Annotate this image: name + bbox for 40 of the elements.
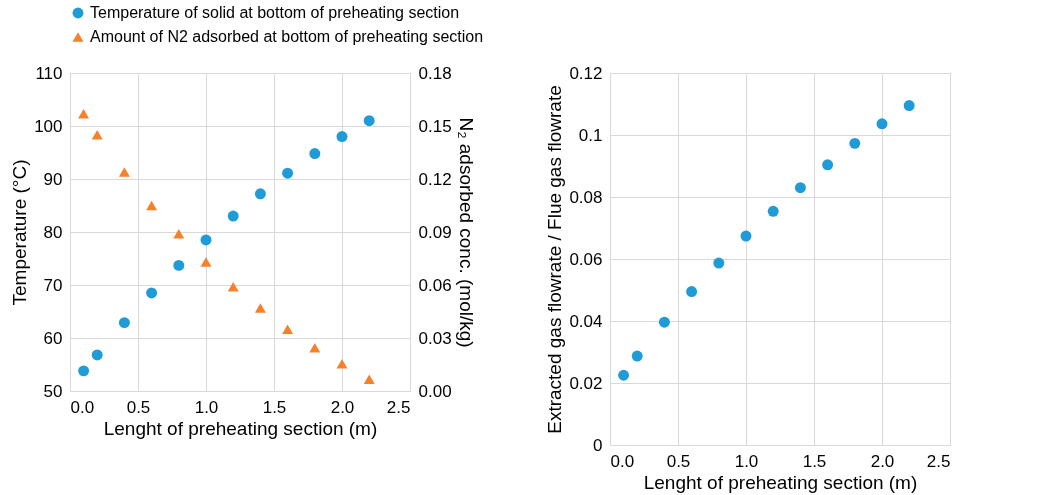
- x-tick-label: 2.5: [926, 451, 951, 471]
- y-tick-label: 100: [34, 116, 63, 136]
- y2-tick-label: 0.06: [418, 275, 452, 295]
- y2-tick-label: 0.03: [418, 328, 452, 348]
- x-tick-label: 2.0: [330, 397, 355, 417]
- y-axis-title: Temperature (°C): [9, 159, 31, 306]
- x-tick-label: 0.5: [666, 451, 691, 471]
- y-tick-label: 70: [43, 275, 63, 295]
- x-tick-label: 0.5: [126, 397, 151, 417]
- y-tick-label: 0: [593, 435, 603, 455]
- y-tick-label: 110: [35, 63, 63, 83]
- x-axis-title: Lenght of preheating section (m): [643, 471, 918, 493]
- y2-tick-label: 0.09: [418, 222, 452, 242]
- y-tick-label: 60: [43, 328, 63, 348]
- y-tick-label: 0.06: [569, 249, 603, 269]
- x-tick-label: 1.0: [194, 397, 219, 417]
- y-tick-label: 0.12: [569, 63, 603, 83]
- y-tick-label: 0.02: [569, 373, 603, 393]
- x-axis-title: Lenght of preheating section (m): [103, 417, 378, 439]
- x-tick-label: 1.5: [802, 451, 827, 471]
- y-tick-label: 0.1: [578, 125, 603, 145]
- y2-tick-label: 0.15: [418, 116, 452, 136]
- x-tick-label: 2.0: [870, 451, 895, 471]
- y2-tick-label: 0.00: [418, 381, 452, 401]
- y-tick-label: 0.08: [569, 187, 603, 207]
- legend-label: Amount of N2 adsorbed at bottom of preheating section: [90, 28, 484, 45]
- x-tick-label: 0.0: [70, 397, 95, 417]
- legend-label: Temperature of solid at bottom of preheating section: [90, 4, 460, 21]
- x-tick-label: 1.0: [734, 451, 759, 471]
- x-tick-label: 1.5: [262, 397, 287, 417]
- y2-tick-label: 0.12: [418, 169, 452, 189]
- y-tick-label: 50: [43, 381, 63, 401]
- x-tick-label: 2.5: [386, 397, 411, 417]
- y-tick-label: 90: [43, 169, 63, 189]
- y-tick-label: 0.04: [569, 311, 603, 331]
- y-axis-title: Extracted gas flowrate / Flue gas flowrate: [544, 85, 566, 434]
- x-tick-label: 0.0: [610, 451, 635, 471]
- y2-axis-title: N₂ adsorbed conc. (mol/kg): [455, 117, 477, 348]
- y-tick-label: 80: [43, 222, 63, 242]
- y2-tick-label: 0.18: [418, 63, 452, 83]
